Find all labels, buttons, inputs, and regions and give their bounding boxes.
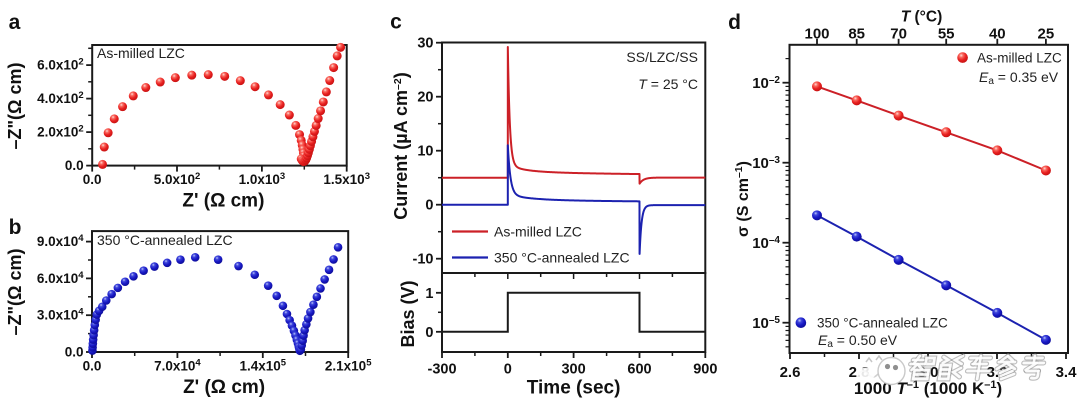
svg-text:2.0x102: 2.0x102 xyxy=(37,123,84,140)
svg-text:20: 20 xyxy=(417,90,433,106)
svg-text:0: 0 xyxy=(504,362,512,378)
svg-text:–Z"(Ω cm): –Z"(Ω cm) xyxy=(5,63,25,150)
svg-text:0.0: 0.0 xyxy=(83,359,102,374)
svg-text:10: 10 xyxy=(417,144,433,160)
svg-text:30: 30 xyxy=(417,36,433,52)
svg-text:2.1x105: 2.1x105 xyxy=(325,357,372,374)
svg-text:1.0x103: 1.0x103 xyxy=(239,171,286,188)
svg-text:3.0x104: 3.0x104 xyxy=(37,306,84,323)
svg-text:350 °C-annealed LZC: 350 °C-annealed LZC xyxy=(817,316,948,331)
svg-text:25: 25 xyxy=(1038,25,1055,42)
svg-text:Z' (Ω cm): Z' (Ω cm) xyxy=(183,377,265,398)
svg-text:1000 T–1 (1000 K–1): 1000 T–1 (1000 K–1) xyxy=(854,379,1002,398)
svg-text:0: 0 xyxy=(425,198,433,214)
svg-text:c: c xyxy=(390,11,402,34)
svg-text:1.4x105: 1.4x105 xyxy=(240,357,287,374)
svg-text:-300: -300 xyxy=(427,362,456,378)
svg-text:Ea = 0.35 eV: Ea = 0.35 eV xyxy=(979,69,1059,87)
svg-text:T = 25 °C: T = 25 °C xyxy=(638,76,698,92)
svg-text:350 °C-annealed LZC: 350 °C-annealed LZC xyxy=(494,250,630,266)
svg-text:9.0x104: 9.0x104 xyxy=(37,233,84,250)
svg-text:6.0x102: 6.0x102 xyxy=(37,56,84,73)
svg-text:As-milled LZC: As-milled LZC xyxy=(97,45,185,61)
svg-text:Time (sec): Time (sec) xyxy=(527,378,621,399)
svg-text:a: a xyxy=(9,11,21,34)
svg-text:40: 40 xyxy=(989,25,1006,42)
svg-text:Z' (Ω cm): Z' (Ω cm) xyxy=(182,191,264,212)
svg-text:As-milled LZC: As-milled LZC xyxy=(494,224,582,240)
svg-text:T (°C): T (°C) xyxy=(901,9,943,26)
svg-text:100: 100 xyxy=(804,25,829,42)
svg-text:5.0x102: 5.0x102 xyxy=(154,171,201,188)
svg-text:0.0: 0.0 xyxy=(83,172,102,187)
svg-text:300: 300 xyxy=(561,362,585,378)
svg-text:4.0x102: 4.0x102 xyxy=(37,90,84,107)
svg-text:Bias (V): Bias (V) xyxy=(398,280,418,347)
svg-text:0.0: 0.0 xyxy=(65,158,84,173)
svg-text:-10: -10 xyxy=(413,252,434,268)
svg-text:Ea = 0.50 eV: Ea = 0.50 eV xyxy=(818,332,898,350)
svg-text:1.5x103: 1.5x103 xyxy=(323,171,370,188)
svg-text:d: d xyxy=(728,11,741,34)
svg-text:SS/LZC/SS: SS/LZC/SS xyxy=(626,49,698,65)
svg-text:350 °C-annealed LZC: 350 °C-annealed LZC xyxy=(97,232,233,248)
svg-text:2.6: 2.6 xyxy=(780,364,801,381)
svg-text:85: 85 xyxy=(848,25,865,42)
svg-text:70: 70 xyxy=(890,25,907,42)
svg-text:0.0: 0.0 xyxy=(65,345,84,360)
svg-text:55: 55 xyxy=(938,25,955,42)
svg-text:0: 0 xyxy=(425,325,433,341)
svg-text:Current (µA cm–2): Current (µA cm–2) xyxy=(391,72,411,219)
svg-text:1: 1 xyxy=(425,286,433,302)
svg-text:900: 900 xyxy=(693,362,717,378)
svg-text:600: 600 xyxy=(627,362,651,378)
svg-text:6.0x104: 6.0x104 xyxy=(37,269,84,286)
svg-text:σ (S cm–1): σ (S cm–1) xyxy=(733,161,752,237)
svg-text:3.4: 3.4 xyxy=(1056,364,1078,381)
svg-text:7.0x104: 7.0x104 xyxy=(154,357,201,374)
svg-text:b: b xyxy=(9,216,22,239)
svg-text:As-milled LZC: As-milled LZC xyxy=(977,51,1062,66)
svg-text:–Z"(Ω cm): –Z"(Ω cm) xyxy=(5,249,25,336)
